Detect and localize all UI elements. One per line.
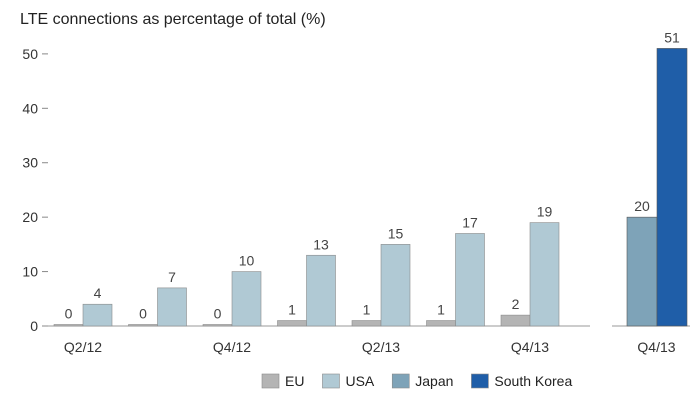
bar-value-label: 51 — [664, 29, 680, 45]
legend-swatch — [322, 373, 340, 389]
bar-value-label: 1 — [288, 302, 296, 318]
bar-eu — [202, 324, 233, 327]
bar-value-label: 0 — [139, 306, 147, 322]
legend-entry-label: South Korea — [494, 373, 572, 389]
category-labels: Q2/12 Q4/12 Q2/13 Q4/13 Q4/13 — [64, 339, 676, 355]
bar-value-label: 7 — [168, 269, 176, 285]
bar-value-label: 15 — [388, 225, 404, 241]
y-tick-label: 10 — [22, 264, 38, 280]
legend: EU USA Japan South Korea — [261, 373, 572, 389]
comparison-category-label: Q4/13 — [637, 339, 675, 355]
bar-value-label: 0 — [214, 306, 222, 322]
bar-usa — [157, 287, 187, 327]
bar-usa — [231, 271, 262, 327]
bar-usa — [306, 254, 336, 327]
category-label: Q4/13 — [511, 339, 549, 355]
bar-value-label: 13 — [313, 236, 329, 252]
category-label: Q4/12 — [213, 339, 251, 355]
legend-entry-label: EU — [285, 373, 304, 389]
bar-eu — [426, 320, 456, 327]
bar-eu — [277, 320, 307, 327]
bar-value-label: 2 — [512, 296, 520, 312]
bar-usa — [82, 303, 113, 327]
bar-south-korea — [656, 48, 688, 327]
legend-swatch — [391, 373, 410, 389]
y-tick-label: 20 — [22, 209, 38, 225]
category-label: Q2/13 — [362, 339, 400, 355]
bar-usa — [380, 244, 411, 327]
bar-eu — [500, 314, 531, 327]
y-tick-label: 40 — [22, 100, 38, 116]
bar-value-label: 0 — [65, 306, 73, 322]
legend-swatch — [261, 373, 280, 389]
bar-japan — [626, 216, 658, 327]
bar-value-label: 17 — [462, 214, 478, 230]
bar-eu — [53, 324, 84, 327]
legend-swatch — [471, 373, 489, 389]
bar-value-label: 1 — [437, 302, 445, 318]
y-tick-label: 0 — [30, 318, 38, 334]
bar-value-label: 19 — [537, 204, 553, 220]
bar-usa — [529, 222, 560, 327]
bar-value-label: 10 — [239, 253, 255, 269]
bar-value-label: 20 — [634, 198, 650, 214]
y-tick-label: 30 — [22, 155, 38, 171]
legend-entry-label: USA — [345, 373, 374, 389]
bar-usa — [455, 233, 485, 327]
category-label: Q2/12 — [64, 339, 102, 355]
bar-eu — [351, 320, 382, 327]
y-tick-label: 50 — [22, 46, 38, 62]
bar-value-label: 1 — [363, 302, 371, 318]
bars-group: 0 4 0 7 0 10 1 13 1 15 1 17 2 19 20 51 — [53, 29, 688, 327]
chart-title: LTE connections as percentage of total (… — [20, 11, 326, 28]
bar-value-label: 4 — [94, 285, 102, 301]
legend-entry-label: Japan — [415, 373, 453, 389]
bar-eu — [128, 324, 158, 327]
